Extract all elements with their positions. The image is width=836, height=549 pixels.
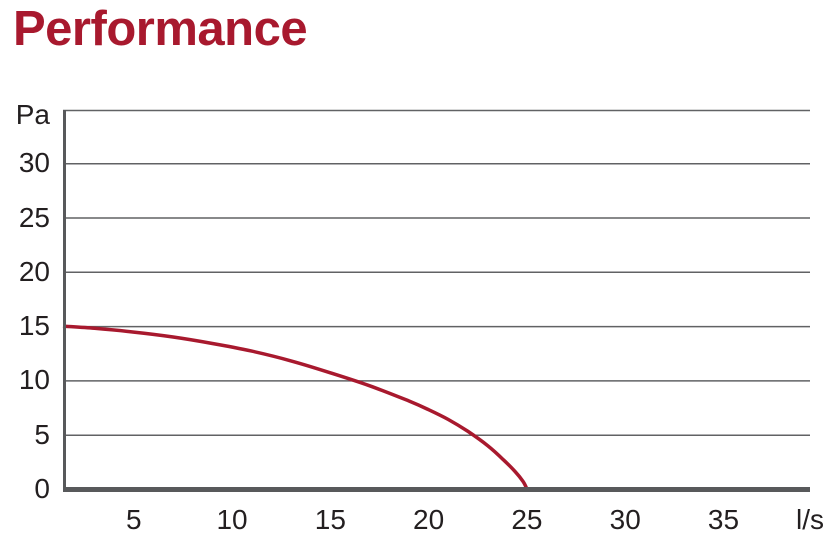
y-tick-label: 5 [34, 418, 50, 450]
y-tick-label: 0 [34, 473, 50, 504]
x-tick-label: 35 [707, 504, 740, 535]
x-tick-label: 15 [314, 504, 346, 535]
y-tick-label: 10 [18, 364, 50, 396]
page-title: Performance [13, 2, 308, 56]
x-axis-unit-label: l/s [796, 504, 824, 535]
y-tick-label: 25 [18, 201, 50, 233]
fan-performance-curve [62, 324, 529, 490]
x-tick-label: 30 [609, 504, 641, 535]
x-tick-label: 5 [125, 504, 142, 535]
x-tick-label: 25 [511, 504, 543, 535]
x-tick-label: 20 [413, 504, 445, 535]
x-tick-label: 10 [216, 504, 248, 535]
y-axis-unit-label: Pa [15, 99, 50, 130]
y-tick-label: 20 [18, 255, 50, 287]
y-tick-label: 15 [18, 310, 50, 342]
y-tick-label: 30 [18, 147, 50, 179]
